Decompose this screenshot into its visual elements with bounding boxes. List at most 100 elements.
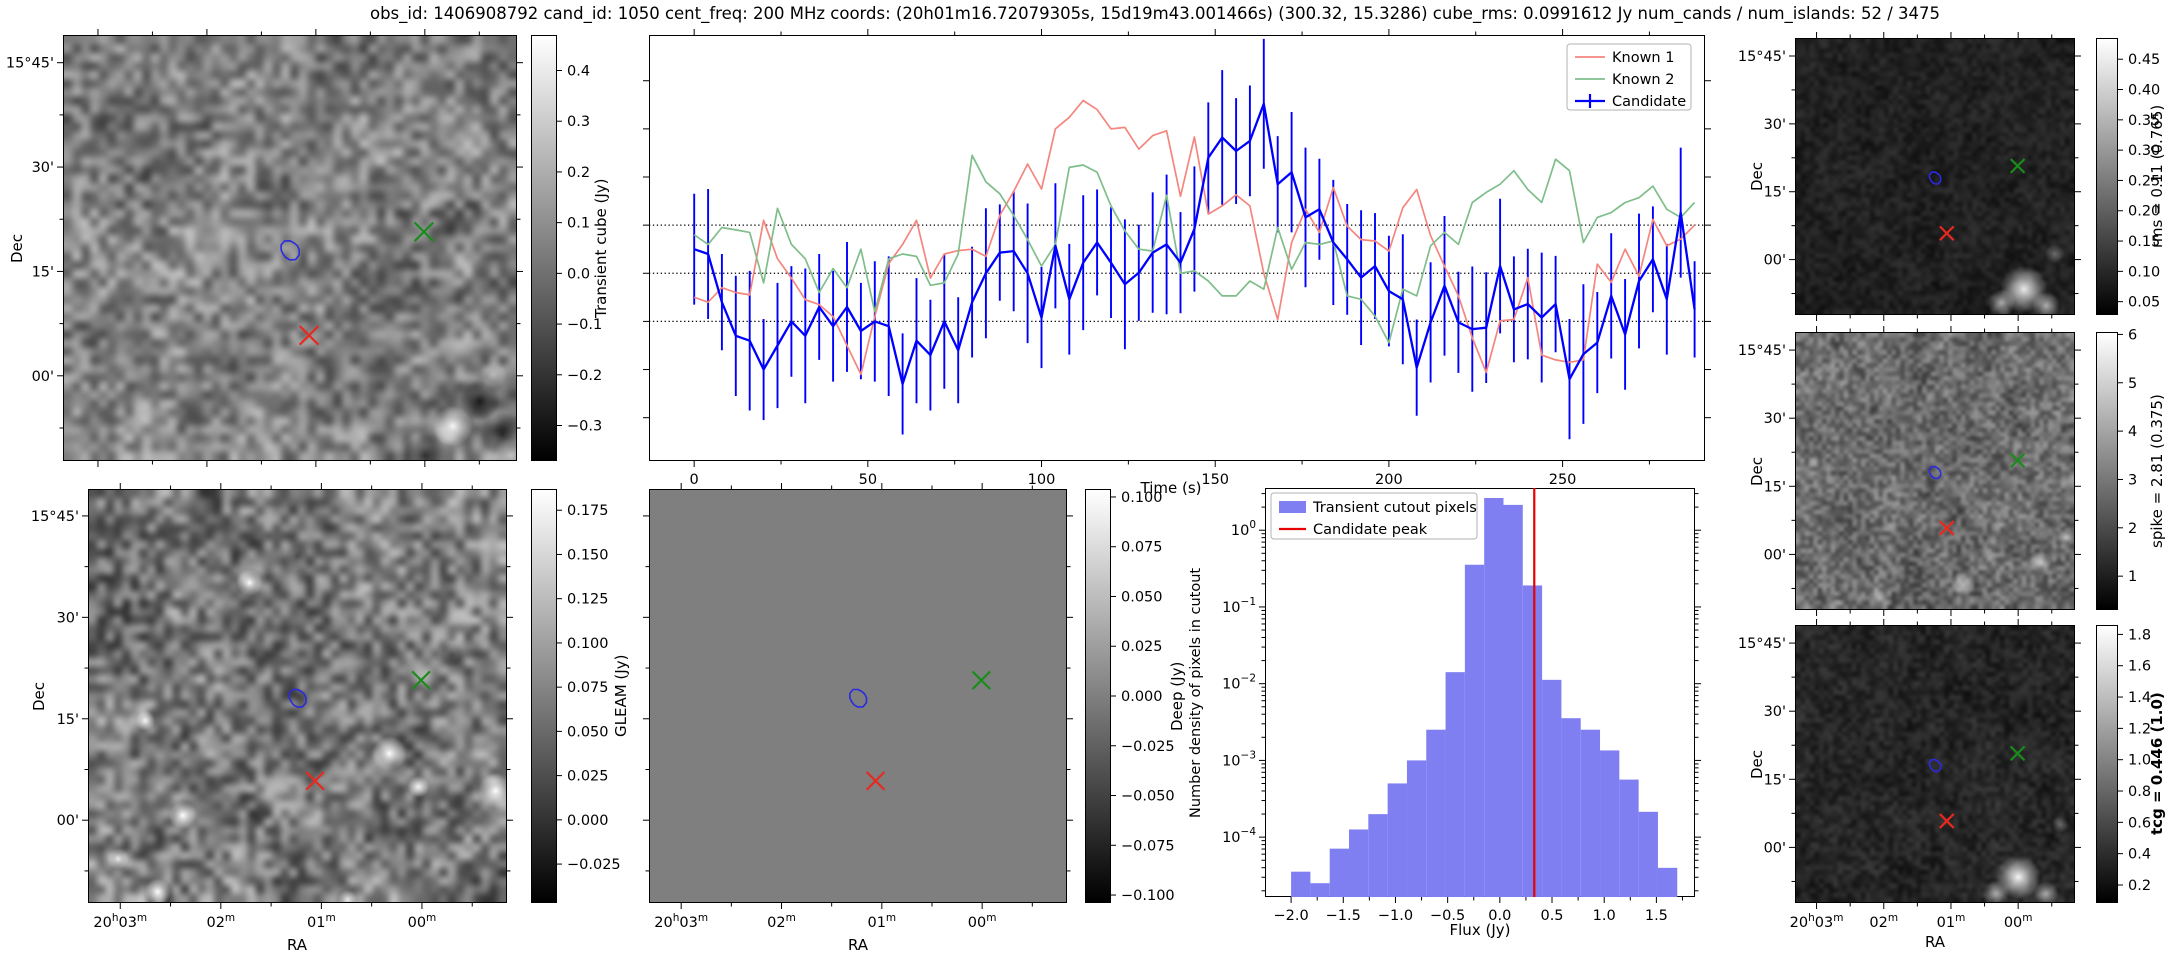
time-tick-label: 0 <box>690 472 699 488</box>
colorbar-tick-label: 0.050 <box>567 724 609 740</box>
ra-tick-label: 20h03m <box>93 912 147 931</box>
colorbar-tick-label: 0.4 <box>567 64 590 80</box>
time-tick-label: 50 <box>859 472 877 488</box>
colorbar-tick-label: 0.000 <box>1121 689 1163 705</box>
dec-tick-label: 00' <box>1764 253 1786 269</box>
transient-cube-panel <box>63 35 517 461</box>
gleam-colorbar <box>531 489 557 903</box>
ra-tick-label: 02m <box>1869 912 1898 931</box>
deep-colorbar <box>1085 489 1111 903</box>
ra-axis-label-gleam: RA <box>286 936 308 954</box>
dec-tick-label: 15' <box>32 264 54 280</box>
density-tick-label: 10−2 <box>1222 673 1256 693</box>
spike-panel <box>1795 332 2075 610</box>
gleam-panel <box>88 489 507 903</box>
colorbar-tick-label: 0.025 <box>1121 639 1163 655</box>
rms-colorbar-label: rms = 0.11 (0.765) <box>2148 104 2166 249</box>
dec-tick-label: 30' <box>1764 117 1786 133</box>
ra-tick-label: 00m <box>408 912 437 931</box>
colorbar-tick-label: 0.075 <box>1121 540 1163 556</box>
dec-axis-label-topleft: Dec <box>8 233 26 263</box>
colorbar-tick-label: −0.025 <box>1121 739 1175 755</box>
colorbar-tick-label: 4 <box>2128 424 2137 440</box>
histogram-panel <box>1265 488 1695 897</box>
ra-tick-label: 20h03m <box>1790 912 1844 931</box>
density-tick-label: 10−1 <box>1222 596 1256 616</box>
colorbar-tick-label: 0.1 <box>567 216 590 232</box>
dec-tick-label: 00' <box>1764 547 1786 563</box>
transient-cube-colorbar <box>531 35 557 461</box>
dec-tick-label: 15' <box>57 712 79 728</box>
colorbar-tick-label: 0.0 <box>567 266 590 282</box>
colorbar-tick-label: 0.3 <box>567 114 590 130</box>
dec-tick-label: 30' <box>57 610 79 626</box>
ra-tick-label: 01m <box>307 912 336 931</box>
flux-tick-label: 1.0 <box>1593 908 1616 924</box>
dec-tick-label: 30' <box>1764 704 1786 720</box>
rms-cutout-image <box>1796 39 2074 314</box>
ra-tick-label: 01m <box>1937 912 1966 931</box>
colorbar-tick-label: 0.050 <box>1121 589 1163 605</box>
spike-cutout-image <box>1796 333 2074 609</box>
colorbar-tick-label: 3 <box>2128 472 2137 488</box>
time-tick-label: 250 <box>1549 472 1577 488</box>
colorbar-tick-label: −0.050 <box>1121 789 1175 805</box>
colorbar-tick-label: 1 <box>2128 569 2137 585</box>
dec-tick-label: 30' <box>1764 411 1786 427</box>
dec-tick-label: 15' <box>1764 479 1786 495</box>
spike-colorbar-label: spike = 2.81 (0.375) <box>2148 394 2166 548</box>
tcg-cutout-image <box>1796 626 2074 902</box>
gleam-colorbar-label: GLEAM (Jy) <box>612 654 630 738</box>
colorbar-tick-label: 6 <box>2128 327 2137 343</box>
colorbar-tick-label: −0.100 <box>1121 888 1175 904</box>
dec-tick-label: 30' <box>32 160 54 176</box>
time-tick-label: 100 <box>1028 472 1056 488</box>
dec-tick-label: 00' <box>57 813 79 829</box>
density-tick-label: 10−4 <box>1222 826 1256 846</box>
deep-panel <box>649 489 1067 903</box>
colorbar-tick-label: 0.150 <box>567 547 609 563</box>
colorbar-tick-label: 0.000 <box>567 813 609 829</box>
tcg-colorbar-label: tcg = 0.446 (1.0) <box>2148 692 2166 836</box>
flux-tick-label: −2.0 <box>1273 908 1308 924</box>
transient-cube-cutout-image <box>64 36 516 460</box>
dec-tick-label: 15' <box>1764 772 1786 788</box>
colorbar-tick-label: −0.075 <box>1121 838 1175 854</box>
ra-tick-label: 00m <box>968 912 997 931</box>
ra-axis-label-tcg: RA <box>1924 933 1946 951</box>
dec-axis-label-bottomleft: Dec <box>30 681 48 711</box>
colorbar-tick-label: 5 <box>2128 376 2137 392</box>
colorbar-tick-label: 0.125 <box>567 592 609 608</box>
time-axis-label: Time (s) <box>1140 479 1202 497</box>
ra-tick-label: 01m <box>867 912 896 931</box>
ra-tick-label: 00m <box>2004 912 2033 931</box>
spike-colorbar <box>2096 332 2118 610</box>
rms-panel <box>1795 38 2075 315</box>
flux-axis-label: Flux (Jy) <box>1449 921 1511 939</box>
flux-tick-label: 0.5 <box>1540 908 1563 924</box>
gleam-cutout-image <box>89 490 506 902</box>
colorbar-tick-label: 0.2 <box>567 165 590 181</box>
density-tick-label: 10−3 <box>1222 749 1256 769</box>
colorbar-tick-label: 2 <box>2128 521 2137 537</box>
flux-tick-label: −1.0 <box>1378 908 1413 924</box>
time-tick-label: 200 <box>1375 472 1403 488</box>
tcg-panel <box>1795 625 2075 903</box>
flux-tick-label: −1.5 <box>1326 908 1361 924</box>
colorbar-tick-label: 0.100 <box>567 636 609 652</box>
transient-colorbar-label: Transient cube (Jy) <box>592 178 610 318</box>
flux-tick-label: 1.5 <box>1645 908 1668 924</box>
lightcurve-panel <box>649 35 1705 461</box>
dec-axis-label-rms: Dec <box>1748 161 1766 192</box>
dec-axis-label-tcg: Dec <box>1748 749 1766 779</box>
dec-tick-label: 15' <box>1764 185 1786 201</box>
dec-tick-label: 00' <box>32 369 54 385</box>
ra-tick-label: 20h03m <box>654 912 708 931</box>
ra-tick-label: 02m <box>767 912 796 931</box>
ra-tick-label: 02m <box>206 912 235 931</box>
colorbar-tick-label: 0.175 <box>567 503 609 519</box>
figure-title: obs_id: 1406908792 cand_id: 1050 cent_fr… <box>369 4 1941 23</box>
colorbar-tick-label: 0.025 <box>567 769 609 785</box>
tcg-colorbar <box>2096 625 2118 903</box>
